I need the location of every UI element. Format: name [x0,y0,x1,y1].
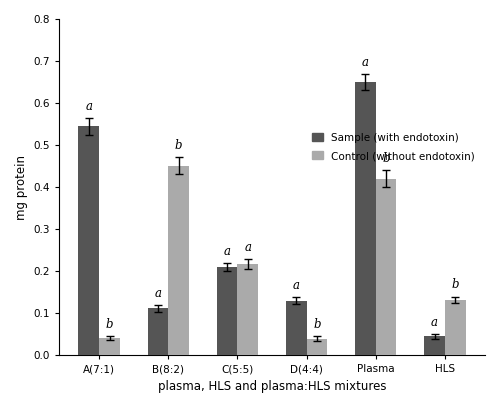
Text: a: a [362,55,369,69]
Text: a: a [154,287,162,300]
Text: b: b [382,152,390,165]
Bar [445,300,466,355]
Text: b: b [313,319,320,331]
Bar [306,339,328,355]
X-axis label: plasma, HLS and plasma:HLS mixtures: plasma, HLS and plasma:HLS mixtures [158,380,386,393]
Bar [216,267,238,355]
Text: a: a [86,100,92,113]
Text: b: b [452,279,459,291]
Text: a: a [431,316,438,329]
Bar [355,82,376,355]
Bar [99,338,120,355]
Y-axis label: mg protein: mg protein [15,155,28,220]
Legend: Sample (with endotoxin), Control (without endotoxin): Sample (with endotoxin), Control (withou… [307,127,480,166]
Bar [78,126,99,355]
Text: a: a [224,245,230,258]
Text: a: a [244,241,252,254]
Text: a: a [292,279,300,293]
Bar [376,179,396,355]
Bar [424,337,445,355]
Text: b: b [175,139,182,152]
Bar [286,301,306,355]
Text: b: b [106,317,114,330]
Bar [168,166,189,355]
Bar [148,308,169,355]
Bar [238,264,258,355]
